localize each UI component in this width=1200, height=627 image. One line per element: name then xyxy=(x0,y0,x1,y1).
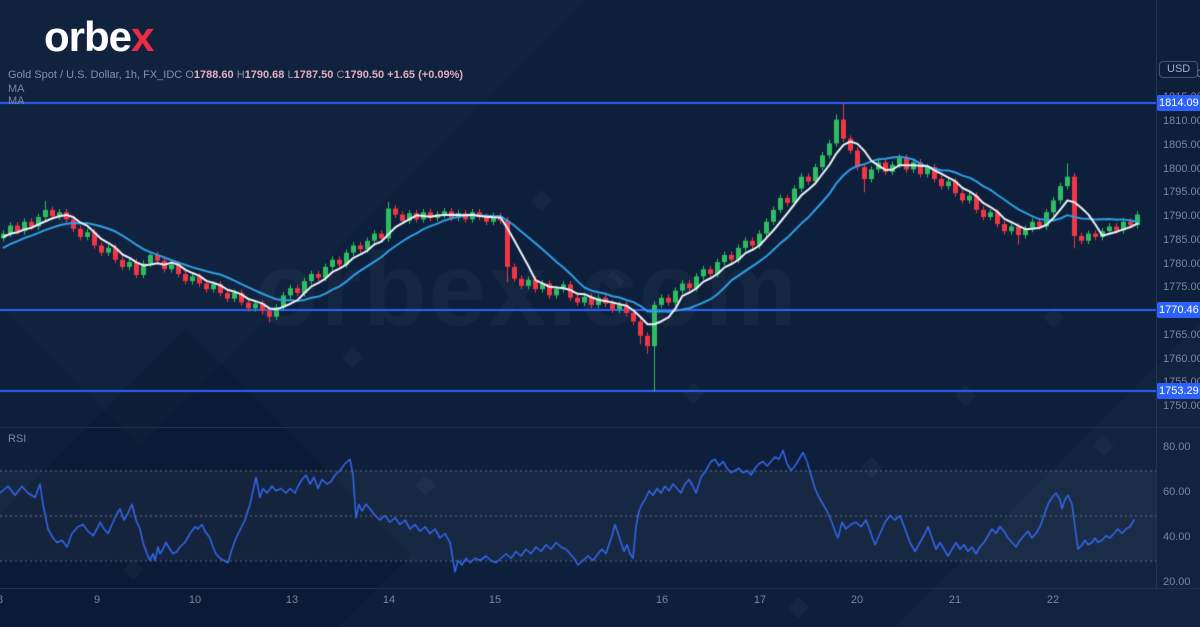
pane-separator[interactable] xyxy=(0,588,1200,589)
ma-legend-2[interactable]: MA xyxy=(8,95,25,107)
low-value: 1787.50 xyxy=(293,69,334,81)
price-tick-label: 1765.00 xyxy=(1163,328,1200,341)
rsi-tick-label: 20.00 xyxy=(1163,576,1191,588)
symbol-title: Gold Spot / U.S. Dollar, 1h, FX_IDC xyxy=(8,69,183,81)
time-tick-label: 9 xyxy=(93,594,101,606)
time-tick-label: 22 xyxy=(1046,594,1060,606)
price-level-badge: 1814.09 xyxy=(1157,94,1200,111)
time-tick-label: 8 xyxy=(0,594,3,606)
price-level-badge: 1770.46 xyxy=(1157,301,1200,318)
pane-separator[interactable] xyxy=(0,427,1200,428)
time-tick-label: 21 xyxy=(948,594,962,606)
price-chart-canvas[interactable] xyxy=(0,0,1156,427)
symbol-legend[interactable]: Gold Spot / U.S. Dollar, 1h, FX_IDC O178… xyxy=(8,69,463,81)
rsi-tick-label: 60.00 xyxy=(1163,486,1191,498)
price-tick-label: 1800.00 xyxy=(1163,162,1200,175)
close-prefix: C xyxy=(336,69,345,81)
change-value: +1.65 (+0.09%) xyxy=(387,69,464,81)
open-value: 1788.60 xyxy=(193,69,234,81)
price-tick-label: 1805.00 xyxy=(1163,138,1200,151)
ma-legend-1[interactable]: MA xyxy=(8,83,25,95)
price-tick-label: 1780.00 xyxy=(1163,257,1200,270)
rsi-tick-label: 40.00 xyxy=(1163,531,1191,543)
rsi-pane-label[interactable]: RSI xyxy=(8,433,27,445)
high-value: 1790.68 xyxy=(244,69,285,81)
time-tick-label: 20 xyxy=(850,594,864,606)
price-tick-label: 1785.00 xyxy=(1163,233,1200,246)
high-prefix: H xyxy=(236,69,245,81)
close-value: 1790.50 xyxy=(344,69,385,81)
time-tick-label: 15 xyxy=(488,594,502,606)
time-tick-label: 10 xyxy=(188,594,202,606)
time-tick-label: 17 xyxy=(753,594,767,606)
time-tick-label: 13 xyxy=(285,594,299,606)
time-tick-label: 16 xyxy=(655,594,669,606)
rsi-tick-label: 80.00 xyxy=(1163,441,1191,453)
price-tick-label: 1795.00 xyxy=(1163,186,1200,199)
price-tick-label: 1790.00 xyxy=(1163,210,1200,222)
price-tick-label: 1750.00 xyxy=(1163,400,1200,412)
price-tick-label: 1810.00 xyxy=(1163,115,1200,127)
price-axis-border xyxy=(1156,0,1157,588)
rsi-indicator-canvas[interactable] xyxy=(0,428,1156,588)
low-prefix: L xyxy=(287,69,294,81)
currency-toggle-button[interactable]: USD xyxy=(1159,61,1199,78)
price-axis[interactable]: 1820.001815.001810.001805.001800.001795.… xyxy=(1157,0,1200,588)
time-axis[interactable]: 8 9 10 13 14 15 16 17 20 21 22 xyxy=(0,588,1156,627)
price-tick-label: 1775.00 xyxy=(1163,281,1200,294)
open-prefix: O xyxy=(185,69,194,81)
price-level-badge: 1753.29 xyxy=(1157,383,1200,400)
price-tick-label: 1760.00 xyxy=(1163,352,1200,365)
time-tick-label: 14 xyxy=(382,594,396,606)
